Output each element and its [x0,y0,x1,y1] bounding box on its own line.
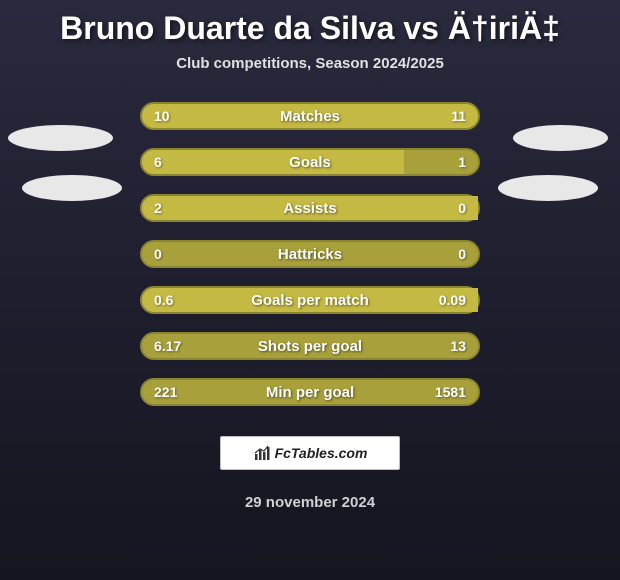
stat-bar: 221 Min per goal 1581 [140,378,480,406]
stat-value-left: 0 [154,246,162,262]
stats-bars: 10 Matches 11 6 Goals 1 2 Assists 0 0 Hattricks 0 0.… [140,102,480,406]
stat-label: Assists [283,200,336,217]
stat-value-right: 11 [451,108,466,124]
footer-date: 29 november 2024 [0,494,620,511]
stat-value-right: 0.09 [439,292,466,308]
stat-value-right: 1581 [435,384,466,400]
stat-value-left: 0.6 [154,292,173,308]
player-right-shadow-2 [498,175,598,201]
bar-fill-left [142,150,404,174]
stat-label: Matches [280,108,340,125]
stat-value-left: 10 [154,108,170,124]
stat-bar: 6 Goals 1 [140,148,480,176]
stat-value-right: 0 [458,246,466,262]
stat-value-left: 2 [154,200,162,216]
stat-label: Shots per goal [258,338,362,355]
stat-value-left: 221 [154,384,177,400]
comparison-card: Bruno Duarte da Silva vs Ä†iriÄ‡ Club co… [0,0,620,580]
stat-value-right: 0 [458,200,466,216]
stat-label: Goals per match [251,292,369,309]
stat-value-left: 6.17 [154,338,181,354]
subtitle: Club competitions, Season 2024/2025 [0,55,620,72]
stat-bar: 10 Matches 11 [140,102,480,130]
stat-bar: 2 Assists 0 [140,194,480,222]
stat-bar: 0 Hattricks 0 [140,240,480,268]
stat-label: Goals [289,154,331,171]
badge-text: FcTables.com [275,445,368,461]
player-left-shadow-2 [22,175,122,201]
stat-bar: 6.17 Shots per goal 13 [140,332,480,360]
source-badge[interactable]: FcTables.com [220,436,400,470]
stat-value-right: 1 [458,154,466,170]
chart-icon [253,444,271,462]
stat-value-left: 6 [154,154,162,170]
stat-label: Hattricks [278,246,342,263]
stat-bar: 0.6 Goals per match 0.09 [140,286,480,314]
stat-value-right: 13 [450,338,466,354]
player-right-shadow-1 [513,125,608,151]
page-title: Bruno Duarte da Silva vs Ä†iriÄ‡ [0,10,620,47]
player-left-shadow-1 [8,125,113,151]
stat-label: Min per goal [266,384,354,401]
